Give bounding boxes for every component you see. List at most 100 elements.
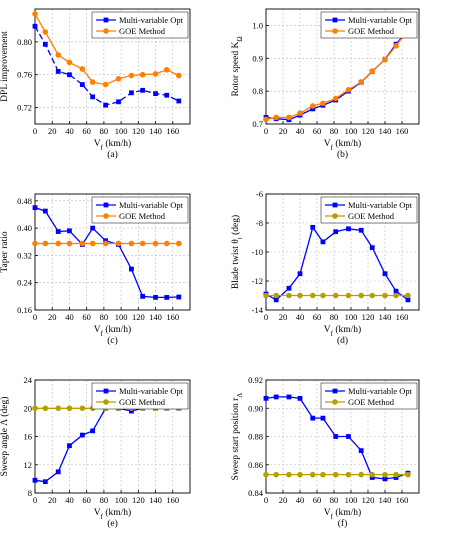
data-point-circle <box>273 471 280 478</box>
data-point-circle <box>297 471 303 478</box>
data-point-square <box>273 297 279 303</box>
data-point-circle <box>163 66 170 73</box>
x-tick-label: 60 <box>82 126 91 136</box>
data-point-square <box>116 99 121 105</box>
data-point-circle <box>286 471 292 478</box>
x-tick-label: 40 <box>65 495 74 505</box>
panel-caption: (d) <box>337 335 348 346</box>
data-point-square <box>67 228 72 234</box>
data-point-circle <box>263 116 269 123</box>
data-point-square <box>333 434 339 439</box>
data-point-circle <box>66 405 73 412</box>
data-point-circle <box>42 240 49 247</box>
legend-label: GOE Method <box>119 397 166 407</box>
data-point-square <box>140 293 146 299</box>
x-tick-label: 80 <box>330 312 339 322</box>
data-point-square <box>32 23 38 29</box>
data-point-circle <box>66 59 73 66</box>
data-point-circle <box>115 76 122 82</box>
x-tick-label: 140 <box>379 495 392 505</box>
data-point-square <box>42 208 48 214</box>
x-tick-label: 20 <box>48 312 57 322</box>
legend-label: GOE Method <box>119 26 166 36</box>
legend-marker-circle <box>332 28 338 34</box>
data-point-circle <box>320 292 326 299</box>
y-tick-label: 0.48 <box>17 196 32 206</box>
data-point-square <box>90 428 96 434</box>
data-point-square <box>273 394 279 400</box>
data-point-circle <box>286 114 292 121</box>
data-point-square <box>42 41 48 47</box>
x-tick-label: 160 <box>396 126 409 136</box>
data-point-square <box>382 476 388 482</box>
legend-box <box>320 11 418 39</box>
legend-marker-square <box>103 17 109 23</box>
data-point-square <box>310 415 316 421</box>
x-tick-label: 80 <box>330 495 339 505</box>
data-point-circle <box>263 292 269 299</box>
data-point-circle <box>89 79 96 85</box>
y-tick-label: 0.9 <box>252 53 263 63</box>
data-point-square <box>164 294 170 300</box>
data-point-square <box>369 475 375 480</box>
data-point-circle <box>176 240 182 247</box>
data-point-circle <box>139 71 146 78</box>
x-tick-label: 0 <box>264 126 268 136</box>
legend-marker-square <box>332 17 338 23</box>
data-point-square <box>153 294 158 300</box>
y-tick-label: 0.40 <box>17 223 32 233</box>
data-point-circle <box>128 72 135 79</box>
data-point-circle <box>369 292 376 299</box>
data-point-circle <box>286 292 292 299</box>
data-point-circle <box>369 68 376 74</box>
data-point-square <box>393 475 399 480</box>
x-tick-label: 80 <box>330 126 339 136</box>
data-point-circle <box>102 240 109 247</box>
plot-frame <box>34 8 191 125</box>
x-tick-label: 100 <box>345 495 358 505</box>
y-tick-label: 0.86 <box>248 460 263 470</box>
data-point-square <box>297 271 303 277</box>
chart-panel-e: 0 20 40 60 80 100 120 140 160 8 12 16 20 24 Vf (km/h)(… <box>0 375 191 529</box>
data-point-square <box>333 229 339 235</box>
data-point-circle <box>345 292 352 299</box>
data-point-square <box>369 245 375 251</box>
x-tick-label: 120 <box>362 312 375 322</box>
y-axis-label: Sweep start position rΛ <box>231 393 244 481</box>
y-tick-label: -6 <box>256 189 263 199</box>
x-tick-label: 140 <box>149 312 162 322</box>
x-tick-label: 40 <box>296 126 305 136</box>
data-point-square <box>358 448 364 454</box>
x-tick-label: 100 <box>115 126 128 136</box>
data-point-circle <box>382 471 388 478</box>
x-tick-label: 100 <box>115 312 128 322</box>
data-point-square <box>129 90 134 96</box>
data-point-circle <box>139 240 146 247</box>
data-point-square <box>55 229 61 234</box>
data-point-square <box>79 432 85 438</box>
x-tick-label: 0 <box>264 495 268 505</box>
x-tick-label: 100 <box>345 126 358 136</box>
data-point-circle <box>55 240 62 247</box>
data-point-circle <box>89 240 96 247</box>
legend-marker-circle <box>332 213 338 219</box>
data-point-circle <box>393 43 399 49</box>
data-point-square <box>79 82 85 87</box>
data-point-circle <box>102 81 109 88</box>
legend-marker-circle <box>103 28 109 34</box>
plot-frame <box>34 193 191 311</box>
data-point-square <box>42 479 48 485</box>
data-point-circle <box>55 52 62 58</box>
data-point-circle <box>309 292 316 299</box>
x-tick-label: 20 <box>279 312 288 322</box>
data-point-square <box>103 102 109 108</box>
data-point-circle <box>393 471 399 478</box>
data-point-square <box>320 415 326 421</box>
y-tick-label: 20 <box>24 403 33 413</box>
x-tick-label: 0 <box>33 126 37 136</box>
data-point-circle <box>309 471 316 478</box>
data-point-square <box>67 72 72 78</box>
x-axis-label: Vf (km/h) <box>324 138 361 152</box>
data-point-circle <box>393 292 399 299</box>
